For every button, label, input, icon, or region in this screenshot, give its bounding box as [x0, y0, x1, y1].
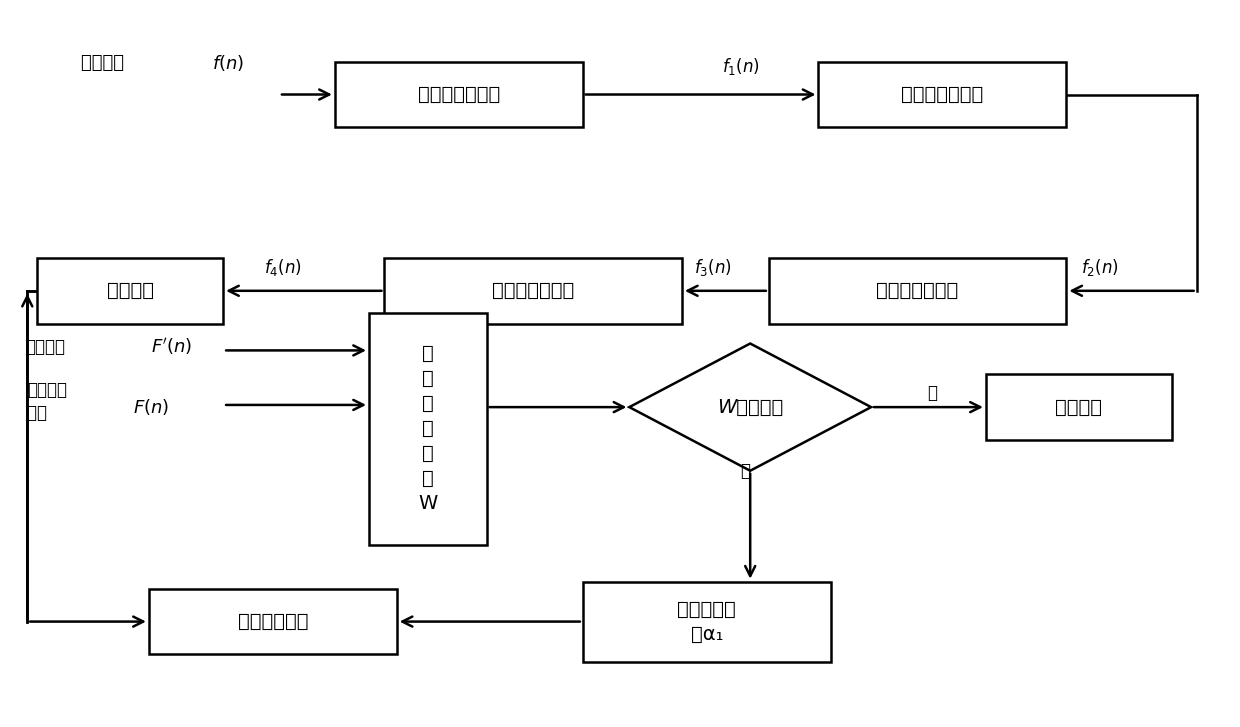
Text: $F'(n)$: $F'(n)$	[151, 337, 192, 357]
Text: 是: 是	[928, 384, 937, 401]
Bar	[370, 313, 486, 545]
Bar	[37, 258, 223, 324]
Text: $f_1(n)$: $f_1(n)$	[722, 57, 760, 77]
Text: W满足要求: W满足要求	[717, 398, 784, 417]
Text: 重新加权运算: 重新加权运算	[238, 612, 308, 631]
Text: 否: 否	[740, 462, 750, 480]
Text: 加权运算: 加权运算	[107, 281, 154, 300]
Bar	[818, 62, 1066, 127]
Text: $f_2(n)$: $f_2(n)$	[1081, 257, 1120, 278]
Text: 计
算
残
差
范
数
W: 计 算 残 差 范 数 W	[418, 345, 438, 513]
Text: 第二次腐蚀运算: 第二次腐蚀运算	[492, 281, 574, 300]
Text: 预期结果: 预期结果	[25, 338, 64, 356]
Text: 第二次膨胀运算: 第二次膨胀运算	[877, 281, 959, 300]
Bar	[769, 258, 1066, 324]
Bar	[583, 582, 831, 662]
Text: $f(n)$: $f(n)$	[212, 53, 244, 73]
Text: 采集数据: 采集数据	[81, 55, 129, 72]
Text: 第一次膨胀运算: 第一次膨胀运算	[901, 85, 983, 104]
Text: $F(n)$: $F(n)$	[133, 397, 169, 417]
Bar	[149, 589, 397, 654]
Bar	[384, 258, 682, 324]
Polygon shape	[629, 344, 870, 471]
Text: $f_4(n)$: $f_4(n)$	[264, 257, 303, 278]
Text: $f_3(n)$: $f_3(n)$	[694, 257, 733, 278]
Text: 修改权重系
数α₁: 修改权重系 数α₁	[677, 600, 737, 643]
Text: 第一次腐蚀运算: 第一次腐蚀运算	[418, 85, 500, 104]
Bar	[986, 374, 1172, 440]
Text: 输出结果: 输出结果	[1055, 398, 1102, 417]
Text: 加权输出
结果: 加权输出 结果	[27, 381, 67, 422]
Bar	[335, 62, 583, 127]
